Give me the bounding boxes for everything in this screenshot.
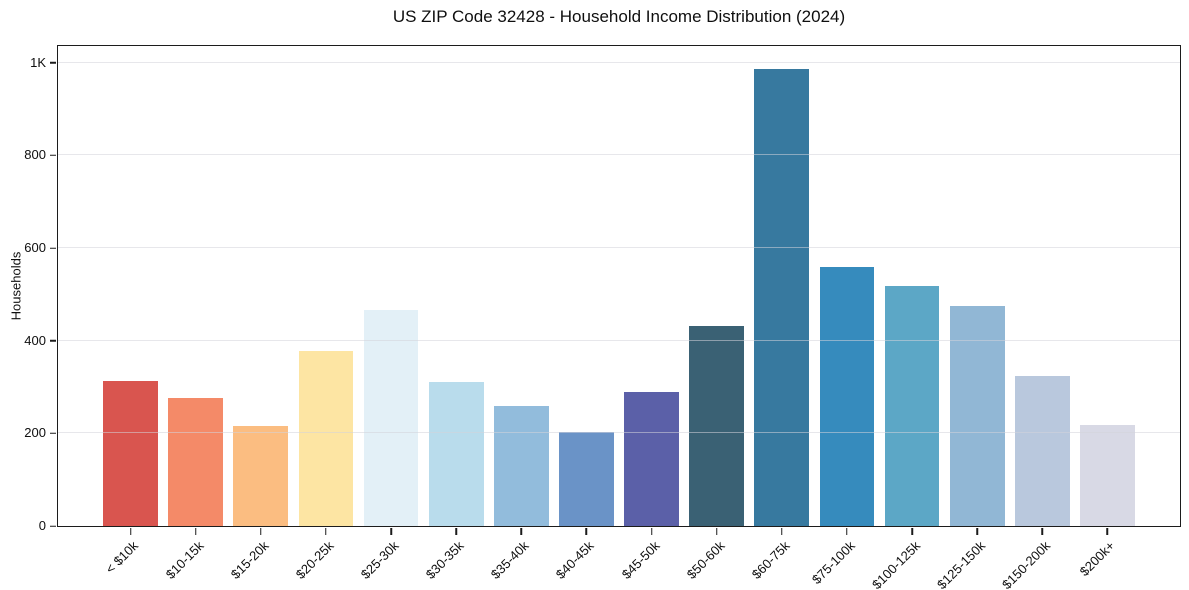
- bar-slot: $15-20k: [228, 46, 293, 582]
- x-tick-label: $150-200k: [998, 538, 1053, 590]
- chart-title: US ZIP Code 32428 - Household Income Dis…: [392, 7, 846, 26]
- bar-$75-100k: [819, 266, 875, 526]
- x-tick-label: $50-60k: [683, 538, 728, 582]
- x-tick-mark: [1041, 528, 1044, 535]
- x-tick-mark: [260, 528, 262, 535]
- bar-$35-40k: [493, 405, 549, 526]
- bar-$45-50k: [624, 391, 679, 526]
- x-tick-label: $25-30k: [357, 538, 402, 582]
- y-tick-label: 200: [24, 425, 46, 441]
- bar-slot: $10-15k: [162, 46, 228, 582]
- bar-< $10k: [103, 381, 158, 526]
- bar-slot: $125-150k: [934, 46, 1010, 590]
- bar-slot: $20-25k: [293, 46, 358, 582]
- x-tick-mark: [325, 528, 327, 535]
- bar-slot: $25-30k: [358, 46, 424, 582]
- bar-$40-45k: [559, 432, 614, 526]
- bar-$10-15k: [168, 397, 224, 526]
- x-tick-label: $60-75k: [748, 538, 793, 582]
- bar-$150-200k: [1014, 376, 1070, 526]
- x-tick-mark: [455, 528, 457, 535]
- x-tick-label: $200k+: [1077, 538, 1119, 580]
- bar-slot: $45-50k: [618, 46, 684, 582]
- x-tick-mark: [911, 528, 913, 535]
- x-tick-mark: [1106, 528, 1109, 535]
- bar-slot: $40-45k: [553, 46, 619, 582]
- y-tick-label: 600: [24, 239, 46, 255]
- bar-$15-20k: [233, 426, 289, 526]
- y-tick-mark-600: [50, 247, 56, 249]
- y-tick-label: 800: [24, 147, 46, 163]
- x-tick-mark: [585, 528, 588, 535]
- y-tick-label: 0: [38, 517, 46, 533]
- bar-$50-60k: [689, 325, 745, 526]
- bar-slot: $150-200k: [999, 46, 1075, 590]
- bar-slot: $35-40k: [488, 46, 554, 582]
- x-tick-label: $75-100k: [808, 538, 858, 587]
- bar-$200k+: [1080, 425, 1135, 526]
- bar-slot: $50-60k: [683, 46, 749, 582]
- bar-$20-25k: [298, 351, 354, 526]
- x-tick-label: $30-35k: [422, 538, 467, 582]
- bars-container: < $10k $10-15k $15-20k $20-25k $25-30k $30-35…: [58, 46, 1180, 590]
- x-tick-label: $20-25k: [292, 538, 337, 582]
- bar-$100-125k: [884, 286, 940, 526]
- bar-slot: $200k+: [1075, 46, 1140, 579]
- bar-$25-30k: [363, 310, 419, 526]
- y-tick-mark-200: [50, 432, 56, 435]
- bar-slot: $30-35k: [423, 46, 489, 582]
- x-tick-mark: [129, 528, 132, 535]
- y-tick-mark-400: [50, 339, 56, 342]
- x-tick-label: $125-150k: [933, 538, 988, 590]
- x-tick-label: $15-20k: [227, 538, 272, 582]
- x-tick-label: $35-40k: [488, 538, 532, 582]
- x-tick-mark: [650, 528, 653, 535]
- y-tick-mark-1K: [50, 61, 56, 64]
- bar-slot: $75-100k: [809, 46, 879, 587]
- x-tick-label: $45-50k: [618, 538, 663, 582]
- y-tick-label: 400: [24, 332, 46, 348]
- x-tick-mark: [846, 528, 848, 535]
- bar-$125-150k: [949, 305, 1005, 526]
- x-tick-mark: [715, 528, 718, 535]
- bar-slot: $60-75k: [749, 46, 814, 582]
- plot-area: < $10k $10-15k $15-20k $20-25k $25-30k $30-35…: [24, 45, 1181, 590]
- y-tick-label: 1K: [30, 54, 46, 70]
- x-tick-label: < $10k: [102, 538, 142, 577]
- y-tick-mark-800: [50, 154, 56, 157]
- bar-$60-75k: [754, 69, 810, 526]
- x-tick-label: $40-45k: [553, 538, 598, 582]
- y-tick-mark-0: [50, 525, 56, 527]
- bar-$30-35k: [428, 382, 484, 526]
- y-axis-label: Households: [8, 251, 24, 321]
- x-tick-mark: [976, 528, 978, 535]
- x-tick-label: $10-15k: [162, 538, 207, 582]
- x-tick-mark: [520, 528, 523, 535]
- x-tick-mark: [194, 528, 197, 535]
- bar-slot: < $10k: [98, 46, 163, 576]
- x-tick-mark: [781, 528, 783, 535]
- x-tick-mark: [390, 528, 392, 535]
- x-tick-label: $100-125k: [868, 538, 923, 590]
- bar-slot: $100-125k: [869, 46, 945, 590]
